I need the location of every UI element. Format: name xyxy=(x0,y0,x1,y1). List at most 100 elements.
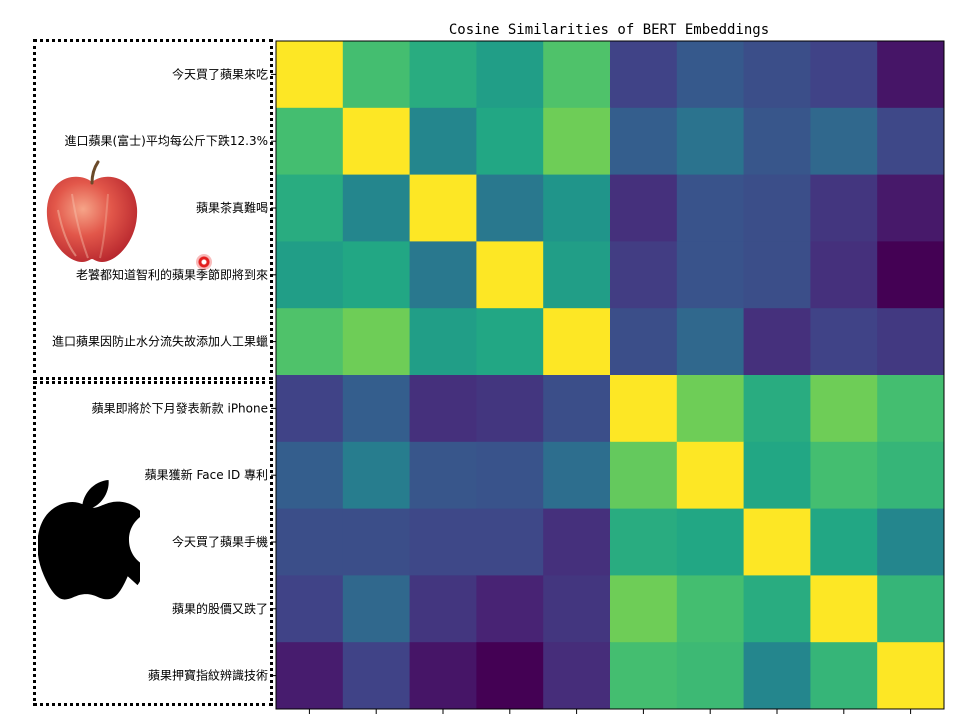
row-label: 進口蘋果(富士)平均每公斤下跌12.3% xyxy=(65,133,269,148)
heatmap-cell-r3-c8 xyxy=(743,174,811,242)
heatmap-cell-r1-c4 xyxy=(476,41,544,109)
heatmap-cell-r1-c1 xyxy=(276,41,344,109)
heatmap-cell-r10-c1 xyxy=(276,642,344,710)
heatmap-cell-r7-c5 xyxy=(543,441,611,510)
heatmap-cell-r10-c8 xyxy=(743,642,811,710)
heatmap-cell-r5-c3 xyxy=(409,308,477,376)
heatmap-cell-r4-c4 xyxy=(476,241,544,309)
heatmap-cell-r3-c3 xyxy=(409,174,477,242)
heatmap-cell-r8-c3 xyxy=(409,508,477,576)
heatmap-cell-r9-c10 xyxy=(877,575,945,643)
heatmap-cell-r2-c3 xyxy=(409,107,477,176)
apple-logo-icon xyxy=(38,480,140,600)
heatmap-cell-r7-c10 xyxy=(877,441,945,510)
heatmap-cell-r3-c1 xyxy=(276,174,344,242)
heatmap-cell-r2-c1 xyxy=(276,107,344,176)
heatmap-cell-r9-c6 xyxy=(610,575,678,643)
chart-title: Cosine Similarities of BERT Embeddings xyxy=(449,22,769,38)
heatmap-cell-r4-c9 xyxy=(810,241,878,309)
cursor-marker xyxy=(196,254,212,270)
heatmap-cell-r7-c9 xyxy=(810,441,878,510)
heatmap-cell-r2-c8 xyxy=(743,107,811,176)
heatmap-cell-r8-c7 xyxy=(676,508,745,576)
heatmap-cell-r8-c10 xyxy=(877,508,945,576)
row-label: 蘋果獲新 Face ID 專利 xyxy=(145,467,268,482)
heatmap-cell-r2-c7 xyxy=(676,107,745,176)
heatmap-cell-r5-c6 xyxy=(610,308,678,376)
heatmap-cell-r8-c9 xyxy=(810,508,878,576)
heatmap-cell-r4-c2 xyxy=(342,241,411,309)
heatmap-cell-r5-c8 xyxy=(743,308,811,376)
heatmap-cell-r1-c2 xyxy=(342,41,411,109)
heatmap-cell-r3-c4 xyxy=(476,174,544,242)
heatmap-cell-r7-c6 xyxy=(610,441,678,510)
heatmap-cell-r8-c2 xyxy=(342,508,411,576)
heatmap-cell-r8-c5 xyxy=(543,508,611,576)
heatmap-cell-r5-c4 xyxy=(476,308,544,376)
heatmap-cell-r3-c5 xyxy=(543,174,611,242)
heatmap-cell-r5-c1 xyxy=(276,308,344,376)
heatmap-cell-r1-c8 xyxy=(743,41,811,109)
heatmap-cell-r4-c10 xyxy=(877,241,945,309)
heatmap-cell-r10-c9 xyxy=(810,642,878,710)
heatmap-cell-r9-c5 xyxy=(543,575,611,643)
heatmap-cell-r6-c9 xyxy=(810,375,878,443)
heatmap-cell-r9-c7 xyxy=(676,575,745,643)
heatmap-cell-r8-c4 xyxy=(476,508,544,576)
heatmap-cell-r1-c9 xyxy=(810,41,878,109)
heatmap-cell-r6-c10 xyxy=(877,375,945,443)
heatmap-cell-r10-c4 xyxy=(476,642,544,710)
row-label: 蘋果的股價又跌了 xyxy=(172,601,268,616)
heatmap-cell-r9-c8 xyxy=(743,575,811,643)
heatmap-cell-r2-c2 xyxy=(342,107,411,176)
axis-ticks xyxy=(271,73,912,714)
heatmap-cell-r9-c9 xyxy=(810,575,878,643)
heatmap-cell-r3-c10 xyxy=(877,174,945,242)
heatmap-cell-r5-c7 xyxy=(676,308,745,376)
heatmap-cell-r6-c8 xyxy=(743,375,811,443)
heatmap-cell-r2-c10 xyxy=(877,107,945,176)
heatmap-cell-r2-c5 xyxy=(543,107,611,176)
heatmap-cell-r8-c1 xyxy=(276,508,344,576)
heatmap-cell-r1-c5 xyxy=(543,41,611,109)
heatmap-cell-r1-c10 xyxy=(877,41,945,109)
heatmap-cell-r6-c4 xyxy=(476,375,544,443)
heatmap-cell-r10-c6 xyxy=(610,642,678,710)
row-label: 老饕都知道智利的蘋果季節即將到來 xyxy=(76,267,268,282)
heatmap-cell-r10-c3 xyxy=(409,642,477,710)
heatmap-cell-r6-c6 xyxy=(610,375,678,443)
heatmap-cell-r1-c7 xyxy=(676,41,745,109)
heatmap-cell-r1-c6 xyxy=(610,41,678,109)
heatmap-cell-r6-c7 xyxy=(676,375,745,443)
heatmap-cell-r7-c2 xyxy=(342,441,411,510)
heatmap-cell-r5-c2 xyxy=(342,308,411,376)
heatmap-cell-r1-c3 xyxy=(409,41,477,109)
heatmap-cell-r9-c1 xyxy=(276,575,344,643)
row-label: 今天買了蘋果來吃 xyxy=(172,66,268,81)
heatmap-cell-r9-c2 xyxy=(342,575,411,643)
company-group-box xyxy=(33,381,273,706)
plot-frame xyxy=(275,40,945,710)
heatmap-cell-r7-c7 xyxy=(676,441,745,510)
fruit-group-box xyxy=(33,39,273,380)
heatmap-cell-r7-c3 xyxy=(409,441,477,510)
heatmap-cell-r7-c4 xyxy=(476,441,544,510)
heatmap-cell-r6-c5 xyxy=(543,375,611,443)
heatmap-cell-r5-c9 xyxy=(810,308,878,376)
row-label: 蘋果押寶指紋辨識技術 xyxy=(148,668,268,683)
heatmap-cell-r7-c8 xyxy=(743,441,811,510)
heatmap-cell-r4-c6 xyxy=(610,241,678,309)
heatmap-cell-r10-c7 xyxy=(676,642,745,710)
row-label: 進口蘋果因防止水分流失故添加人工果蠟 xyxy=(52,334,268,349)
heatmap-cell-r8-c8 xyxy=(743,508,811,576)
heatmap-cell-r4-c3 xyxy=(409,241,477,309)
heatmap-cell-r6-c1 xyxy=(276,375,344,443)
heatmap-cell-r10-c10 xyxy=(877,642,945,710)
heatmap-cell-r2-c4 xyxy=(476,107,544,176)
heatmap-cell-r9-c3 xyxy=(409,575,477,643)
heatmap-cell-r5-c5 xyxy=(543,308,611,376)
heatmap-cell-r3-c6 xyxy=(610,174,678,242)
heatmap-cell-r3-c2 xyxy=(342,174,411,242)
heatmap-cells xyxy=(276,41,945,710)
